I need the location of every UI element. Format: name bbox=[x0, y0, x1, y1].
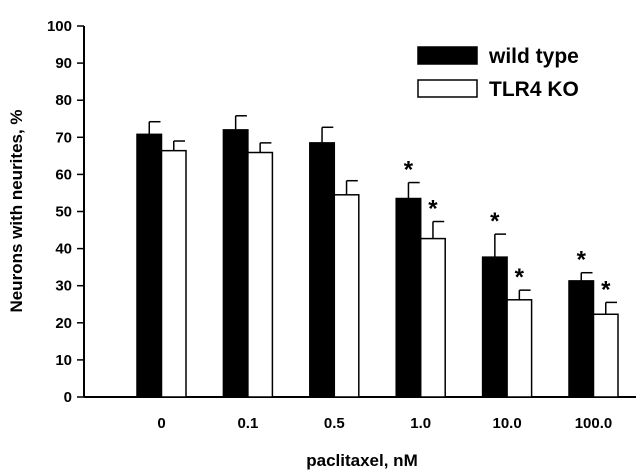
x-axis-title: paclitaxel, nM bbox=[306, 451, 417, 470]
y-tick-label: 0 bbox=[64, 389, 72, 406]
legend: wild type TLR4 KO bbox=[417, 45, 579, 101]
x-tick-label: 1.0 bbox=[410, 415, 431, 432]
y-tick-label: 50 bbox=[55, 204, 72, 221]
x-tick-label: 0.5 bbox=[324, 415, 345, 432]
y-tick-label: 90 bbox=[55, 55, 72, 72]
bar-tlr4-ko bbox=[419, 237, 446, 398]
x-tick-label: 0 bbox=[157, 415, 165, 432]
significance-marker: * bbox=[428, 196, 438, 223]
x-tick-label: 0.1 bbox=[237, 415, 258, 432]
plot-area: 0 10 20 30 40 50 60 70 80 90 100 0 0.1 0.5 1.0 10.0 100… bbox=[47, 18, 636, 432]
significance-marker: * bbox=[577, 247, 587, 274]
y-tick-label: 10 bbox=[55, 352, 72, 369]
bar-tlr4-ko bbox=[160, 149, 187, 398]
y-tick-label: 80 bbox=[55, 92, 72, 109]
bar-tlr4-ko bbox=[247, 151, 274, 398]
bar-wild-type bbox=[136, 133, 163, 398]
y-tick-label: 60 bbox=[55, 166, 72, 183]
significance-marker: * bbox=[515, 264, 525, 291]
legend-item-wild-type: wild type bbox=[417, 45, 579, 68]
legend-label-tlr4-ko: TLR4 KO bbox=[489, 78, 579, 101]
bar-wild-type bbox=[568, 280, 595, 398]
bar-wild-type bbox=[481, 256, 508, 398]
y-tick-label: 100 bbox=[47, 18, 72, 35]
bar-tlr4-ko bbox=[592, 313, 619, 398]
y-tick-label: 70 bbox=[55, 129, 72, 146]
legend-swatch-wild-type bbox=[417, 46, 478, 65]
bar-wild-type bbox=[222, 129, 249, 398]
x-tick-label: 100.0 bbox=[575, 415, 613, 432]
bar-tlr4-ko bbox=[333, 194, 360, 398]
x-axis-ticks: 0 0.1 0.5 1.0 10.0 100.0 bbox=[157, 415, 612, 432]
y-tick-label: 20 bbox=[55, 315, 72, 332]
y-axis-title: Neurons with neurites, % bbox=[7, 109, 26, 312]
bars: * * * * * * bbox=[136, 115, 619, 398]
legend-swatch-tlr4-ko bbox=[417, 79, 478, 98]
significance-marker: * bbox=[490, 208, 500, 235]
bar-wild-type bbox=[309, 142, 336, 398]
bar-tlr4-ko bbox=[506, 299, 533, 398]
significance-marker: * bbox=[601, 276, 611, 303]
significance-marker: * bbox=[404, 157, 414, 184]
y-tick-label: 30 bbox=[55, 278, 72, 295]
legend-item-tlr4-ko: TLR4 KO bbox=[417, 78, 579, 101]
y-tick-label: 40 bbox=[55, 241, 72, 258]
legend-label-wild-type: wild type bbox=[488, 45, 579, 68]
x-tick-label: 10.0 bbox=[492, 415, 521, 432]
y-axis-ticks: 0 10 20 30 40 50 60 70 80 90 100 bbox=[47, 18, 84, 406]
bar-wild-type bbox=[395, 197, 422, 398]
